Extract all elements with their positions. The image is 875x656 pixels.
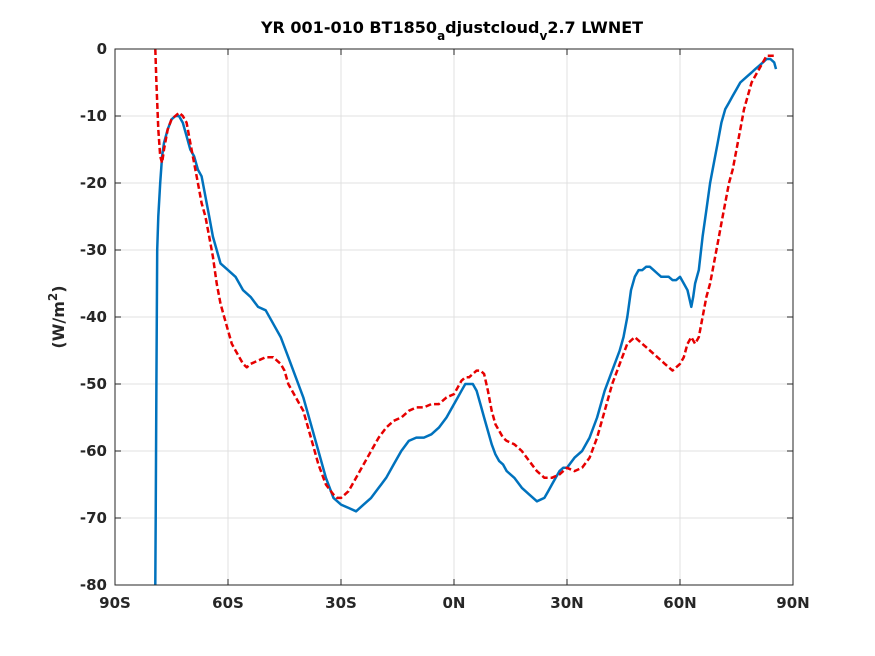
x-tick-label: 0N: [443, 594, 466, 612]
series-group: [154, 48, 778, 586]
title-subscript: v: [539, 29, 547, 43]
x-tick-label: 90S: [99, 594, 131, 612]
title-segment: YR 001-010 BT1850: [260, 18, 437, 37]
y-tick-label: -60: [80, 442, 107, 460]
y-tick-label: 0: [97, 40, 107, 58]
y-tick-label: -80: [80, 576, 107, 594]
y-tick-label: -70: [80, 509, 107, 527]
y-tick-label: -50: [80, 375, 107, 393]
title-subscript: a: [437, 29, 445, 43]
axis-ticks: [114, 48, 794, 586]
x-tick-label: 30N: [550, 594, 583, 612]
title-segment: 2.7 LWNET: [547, 18, 643, 37]
x-tick-label: 30S: [325, 594, 357, 612]
y-tick-label: -40: [80, 308, 107, 326]
chart-title: YR 001-010 BT1850adjustcloudv2.7 LWNET: [260, 18, 643, 43]
y-label-prefix: (W/m: [49, 301, 68, 348]
y-axis-label: (W/m2): [46, 285, 68, 348]
tick-labels: 90S 60S 30S 0N 30N 60N 90N 0 -10 -20 -30 -40 -50 -60 -…: [80, 40, 810, 612]
x-tick-label: 90N: [776, 594, 809, 612]
y-tick-label: -10: [80, 107, 107, 125]
series-line-1: [154, 57, 778, 586]
title-segment: djustcloud: [445, 18, 539, 37]
series-line-2: [154, 48, 775, 500]
y-label-suffix: ): [49, 285, 68, 292]
y-tick-label: -20: [80, 174, 107, 192]
y-label-superscript: 2: [46, 293, 60, 301]
x-tick-label: 60S: [212, 594, 244, 612]
x-tick-label: 60N: [663, 594, 696, 612]
y-tick-label: -30: [80, 241, 107, 259]
